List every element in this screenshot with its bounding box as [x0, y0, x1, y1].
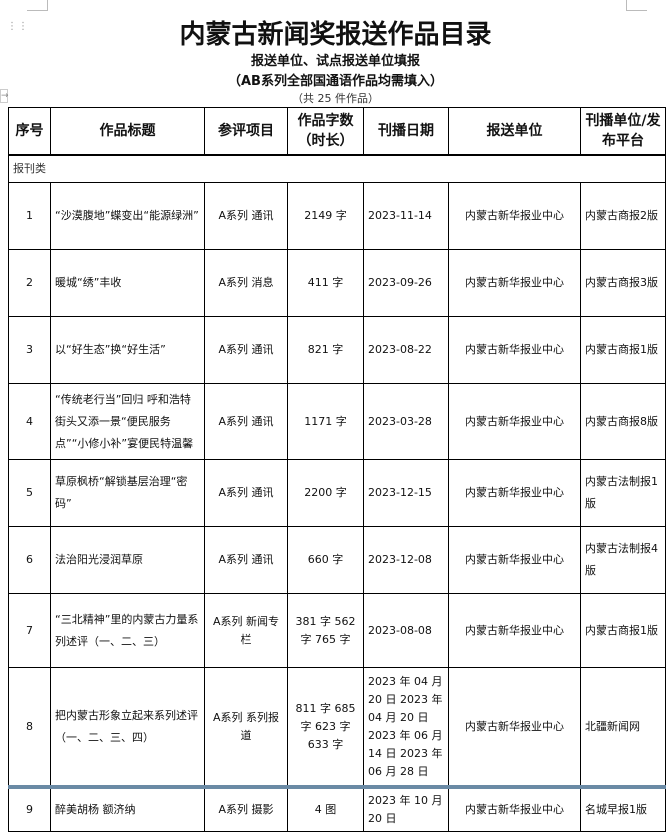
cell-title: 醉美胡杨 额济纳	[50, 785, 205, 832]
header-no: 序号	[8, 107, 51, 156]
cell-unit: 内蒙古新华报业中心	[448, 316, 581, 384]
cell-title: 法治阳光浸润草原	[50, 526, 205, 594]
cell-words: 2200 字	[287, 459, 364, 527]
category-row: 报刊类	[8, 154, 666, 183]
cell-date: 2023-11-14	[363, 182, 449, 250]
table-row: 4 “传统老行当”回归 呼和浩特街头又添一景“便民服务点”“小修小补”宴便民特温馨…	[8, 383, 666, 460]
indent-arrow-icon: →	[0, 89, 9, 103]
header-date: 刊播日期	[363, 107, 449, 156]
cell-no: 6	[8, 526, 51, 594]
cell-words: 811 字 685 字 623 字 633 字	[287, 667, 364, 788]
cell-no: 9	[8, 785, 51, 832]
cell-words: 2149 字	[287, 182, 364, 250]
cell-no: 2	[8, 249, 51, 317]
cell-item: A系列 通讯	[204, 383, 288, 460]
cell-platform: 内蒙古法制报4版	[580, 526, 666, 594]
cell-unit: 内蒙古新华报业中心	[448, 383, 581, 460]
cell-title: 草原枫桥“解锁基层治理“密码”	[50, 459, 205, 527]
table-row: 2 暖城“绣”丰收 A系列 消息 411 字 2023-09-26 内蒙古新华报业中心 内蒙…	[8, 249, 666, 317]
category-label: 报刊类	[8, 154, 666, 183]
header-platform: 刊播单位/发布平台	[580, 107, 666, 156]
page-corner-mark	[626, 0, 647, 11]
header-unit: 报送单位	[448, 107, 581, 156]
cell-unit: 内蒙古新华报业中心	[448, 249, 581, 317]
cell-platform: 内蒙古法制报1版	[580, 459, 666, 527]
cell-item: A系列 摄影	[204, 785, 288, 832]
cell-no: 8	[8, 667, 51, 788]
cell-item: A系列 消息	[204, 249, 288, 317]
table-row: 9 醉美胡杨 额济纳 A系列 摄影 4 图 2023 年 10 月 20 日内蒙古新华报…	[8, 785, 666, 832]
table-row: 8 把内蒙古形象立起来系列述评（一、二、三、四） A系列 系列报道 811 字 685…	[8, 667, 666, 788]
cell-title: “传统老行当”回归 呼和浩特街头又添一景“便民服务点”“小修小补”宴便民特温馨	[50, 383, 205, 460]
cell-unit: 内蒙古新华报业中心	[448, 667, 581, 788]
table-row: 6 法治阳光浸润草原 A系列 通讯 660 字 2023-12-08 内蒙古新华报业中心内…	[8, 526, 666, 594]
cell-unit: 内蒙古新华报业中心	[448, 182, 581, 250]
document-subtitle-note: （AB系列全部国通语作品均需填入）	[228, 74, 443, 89]
cell-date: 2023-08-22	[363, 316, 449, 384]
cell-title: “沙漠腹地”蝶变出“能源绿洲”	[50, 182, 205, 250]
cell-unit: 内蒙古新华报业中心	[448, 526, 581, 594]
cell-unit: 内蒙古新华报业中心	[448, 459, 581, 527]
cell-date: 2023-12-15	[363, 459, 449, 527]
cell-no: 5	[8, 459, 51, 527]
cell-platform: 北疆新闻网	[580, 667, 666, 788]
cell-date: 2023 年 04 月 20 日 2023 年 04 月 20 日 2023 年…	[363, 667, 449, 788]
work-count: （共 25 件作品）	[292, 92, 379, 105]
header-words: 作品字数（时长）	[287, 107, 364, 156]
cell-no: 7	[8, 593, 51, 668]
cell-item: A系列 系列报道	[204, 667, 288, 788]
table-row: 7 “三北精神”里的内蒙古力量系列述评（一、二、三） A系列 新闻专栏 381 字 5…	[8, 593, 666, 668]
table-row: 5 草原枫桥“解锁基层治理“密码” A系列 通讯 2200 字 2023-12-15 内蒙…	[8, 459, 666, 527]
cell-item: A系列 新闻专栏	[204, 593, 288, 668]
cell-title: 暖城“绣”丰收	[50, 249, 205, 317]
cell-item: A系列 通讯	[204, 526, 288, 594]
table-row: 3 以“好生态”换“好生活” A系列 通讯 821 字 2023-08-22 内蒙古新华报…	[8, 316, 666, 384]
works-table: 序号 作品标题 参评项目 作品字数（时长） 刊播日期 报送单位 刊播单位/发布平…	[8, 107, 666, 832]
cell-words: 821 字	[287, 316, 364, 384]
cell-item: A系列 通讯	[204, 459, 288, 527]
cell-platform: 内蒙古商报2版	[580, 182, 666, 250]
table-header-row: 序号 作品标题 参评项目 作品字数（时长） 刊播日期 报送单位 刊播单位/发布平…	[8, 107, 666, 156]
cell-no: 4	[8, 383, 51, 460]
cell-item: A系列 通讯	[204, 182, 288, 250]
cell-words: 381 字 562 字 765 字	[287, 593, 364, 668]
cell-title: 以“好生态”换“好生活”	[50, 316, 205, 384]
cell-words: 411 字	[287, 249, 364, 317]
document-title: 内蒙古新闻奖报送作品目录	[179, 20, 492, 50]
cell-date: 2023-09-26	[363, 249, 449, 317]
table-row: 1 “沙漠腹地”蝶变出“能源绿洲” A系列 通讯 2149 字 2023-11-14 内蒙…	[8, 182, 666, 250]
cell-platform: 内蒙古商报3版	[580, 249, 666, 317]
cell-date: 2023 年 10 月 20 日	[363, 785, 449, 832]
header-item: 参评项目	[204, 107, 288, 156]
page-corner-mark	[27, 0, 48, 11]
header-title: 作品标题	[50, 107, 205, 156]
cell-date: 2023-08-08	[363, 593, 449, 668]
drag-handle-icon[interactable]: ⋮⋮	[7, 21, 29, 32]
cell-title: 把内蒙古形象立起来系列述评（一、二、三、四）	[50, 667, 205, 788]
cell-words: 1171 字	[287, 383, 364, 460]
cell-date: 2023-12-08	[363, 526, 449, 594]
cell-platform: 名城早报1版	[580, 785, 666, 832]
cell-platform: 内蒙古商报8版	[580, 383, 666, 460]
cell-no: 1	[8, 182, 51, 250]
cell-words: 4 图	[287, 785, 364, 832]
cell-words: 660 字	[287, 526, 364, 594]
cell-item: A系列 通讯	[204, 316, 288, 384]
cell-platform: 内蒙古商报1版	[580, 316, 666, 384]
cell-no: 3	[8, 316, 51, 384]
document-subtitle: 报送单位、试点报送单位填报	[250, 54, 420, 69]
cell-title: “三北精神”里的内蒙古力量系列述评（一、二、三）	[50, 593, 205, 668]
cell-date: 2023-03-28	[363, 383, 449, 460]
cell-unit: 内蒙古新华报业中心	[448, 785, 581, 832]
cell-platform: 内蒙古商报1版	[580, 593, 666, 668]
cell-unit: 内蒙古新华报业中心	[448, 593, 581, 668]
